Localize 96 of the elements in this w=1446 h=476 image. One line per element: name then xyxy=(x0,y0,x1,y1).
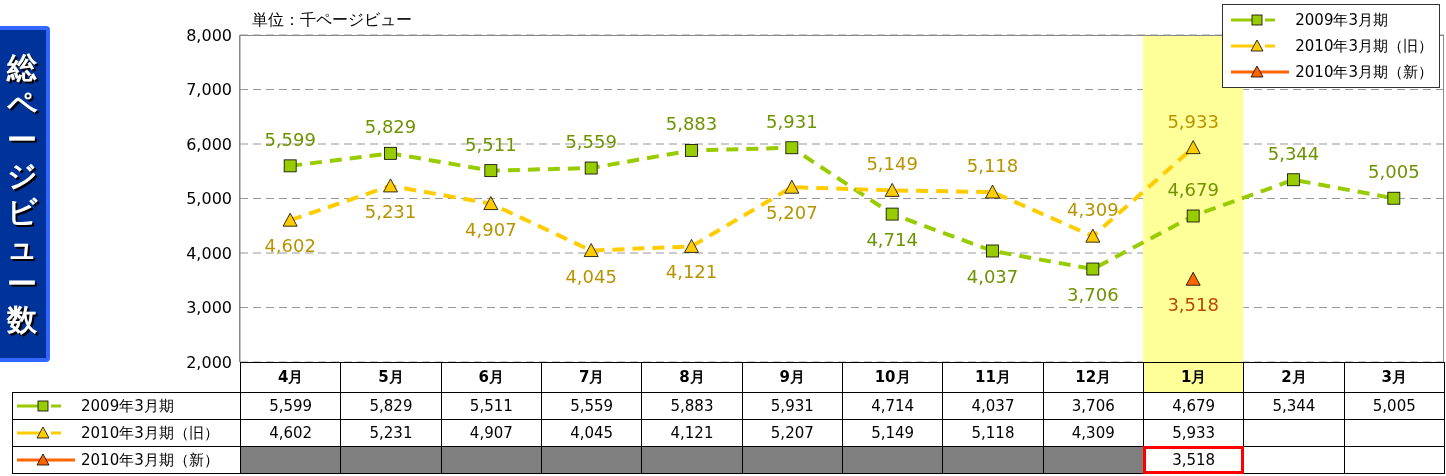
y-tick-label: 3,000 xyxy=(186,298,232,318)
point xyxy=(986,244,999,258)
text: 2010年3月期（旧） xyxy=(81,423,219,442)
point xyxy=(685,143,698,157)
data-label: 5,829 xyxy=(340,392,442,420)
data-label: 4,121 xyxy=(641,419,743,447)
text: 5,933 xyxy=(1167,110,1219,132)
text: 5,231 xyxy=(364,200,417,222)
point xyxy=(885,207,899,221)
text: 単位：千ページビュー xyxy=(252,10,412,31)
data-label: 4,037 xyxy=(942,392,1044,420)
data-label: 5,005 xyxy=(1344,392,1445,420)
text: 5,149 xyxy=(866,153,918,175)
text: 4,907 xyxy=(465,218,517,240)
data-label: 4,907 xyxy=(441,419,542,447)
point xyxy=(1086,262,1100,276)
text: 4,714 xyxy=(866,229,918,251)
text: 5,118 xyxy=(966,155,1019,177)
x-tick-label: 5月 xyxy=(340,362,442,393)
text: 4,121 xyxy=(665,261,718,283)
y-tick-label: 2,000 xyxy=(186,352,232,372)
x-tick-label: 6月 xyxy=(441,362,542,393)
point xyxy=(1185,140,1201,155)
text: 5,207 xyxy=(766,202,818,224)
text: 3,706 xyxy=(1067,284,1119,306)
y-tick-label: 6,000 xyxy=(186,134,232,154)
data-label: 5,559 xyxy=(541,392,642,420)
text: 4,679 xyxy=(1167,178,1219,200)
text: 5,005 xyxy=(1368,161,1420,183)
data-label: 5,207 xyxy=(742,419,843,447)
text: 4,602 xyxy=(264,235,316,257)
text: 総ページビュー数 xyxy=(6,50,38,338)
point xyxy=(1085,228,1101,243)
x-tick-label: 4月 xyxy=(240,362,341,393)
point xyxy=(1387,191,1401,205)
y-tick-label: 4,000 xyxy=(186,243,232,263)
x-tick-label: 7月 xyxy=(541,362,642,393)
x-tick-label: 3月 xyxy=(1344,362,1445,393)
point xyxy=(282,212,298,227)
text: 2010年3月期（新） xyxy=(81,450,219,469)
data-label: 4,602 xyxy=(240,419,341,447)
text: 5,344 xyxy=(1267,142,1320,164)
point xyxy=(583,243,599,257)
y-tick-label: 5,000 xyxy=(186,189,232,209)
data-label: 5,933 xyxy=(1143,419,1244,447)
data-label: 3,706 xyxy=(1043,392,1144,420)
point xyxy=(1287,173,1300,187)
data-label: 5,118 xyxy=(942,419,1044,447)
text: 4,037 xyxy=(966,265,1019,287)
x-tick-label: 2月 xyxy=(1243,362,1345,393)
text: 5,829 xyxy=(364,116,417,138)
x-tick-label: 12月 xyxy=(1043,362,1144,393)
data-label: 5,344 xyxy=(1243,392,1345,420)
point xyxy=(884,182,900,197)
x-tick-label: 10月 xyxy=(842,362,943,393)
data-label: 5,231 xyxy=(340,419,442,447)
text: 5,559 xyxy=(565,131,617,153)
data-label: 4,679 xyxy=(1143,392,1244,420)
point xyxy=(383,178,398,193)
legend-label: 2009年3月期 xyxy=(1295,10,1388,31)
point xyxy=(1185,271,1201,286)
point xyxy=(1186,209,1200,223)
data-label: 5,931 xyxy=(742,392,843,420)
text: 4,045 xyxy=(565,265,617,287)
x-tick-label: 1月 xyxy=(1143,362,1244,393)
data-label: 5,883 xyxy=(641,392,743,420)
point xyxy=(483,196,499,210)
text: 2009年3月期 xyxy=(81,396,174,415)
point xyxy=(784,179,800,194)
data-label: 5,599 xyxy=(240,392,341,420)
point xyxy=(584,161,598,175)
point xyxy=(785,141,799,155)
text: 5,599 xyxy=(264,128,316,150)
data-label: 4,309 xyxy=(1043,419,1144,447)
x-tick-label: 8月 xyxy=(641,362,743,393)
data-label: 3,518 xyxy=(1167,294,1219,316)
legend-label: 2010年3月期（旧） xyxy=(1295,36,1433,57)
data-label: 4,714 xyxy=(842,392,943,420)
data-label: 5,511 xyxy=(441,392,542,420)
text: 5,931 xyxy=(766,110,818,132)
text: 3,518 xyxy=(1172,451,1216,469)
data-label: 5,149 xyxy=(842,419,943,447)
y-tick-label: 7,000 xyxy=(186,80,232,100)
y-tick-label: 8,000 xyxy=(186,25,232,45)
text: 5,511 xyxy=(465,133,517,155)
point xyxy=(484,164,498,178)
text: 4,309 xyxy=(1067,199,1119,221)
x-tick-label: 9月 xyxy=(742,362,843,393)
legend-label: 2010年3月期（新） xyxy=(1295,62,1433,83)
point xyxy=(283,159,297,173)
x-tick-label: 11月 xyxy=(942,362,1044,393)
text: 5,883 xyxy=(665,113,718,135)
point xyxy=(384,146,397,160)
data-label: 4,045 xyxy=(541,419,642,447)
point xyxy=(684,239,699,253)
point xyxy=(985,184,1000,199)
